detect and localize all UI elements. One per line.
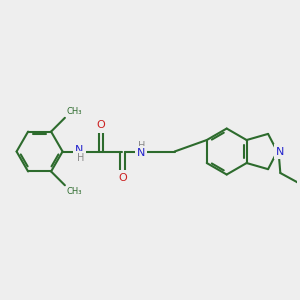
Text: O: O <box>97 121 105 130</box>
Text: H: H <box>138 141 146 151</box>
Text: H: H <box>77 153 84 163</box>
Text: N: N <box>75 145 84 155</box>
Text: O: O <box>118 172 127 183</box>
Text: N: N <box>276 146 284 157</box>
Text: CH₃: CH₃ <box>66 107 82 116</box>
Text: CH₃: CH₃ <box>66 187 82 196</box>
Text: N: N <box>136 148 145 158</box>
